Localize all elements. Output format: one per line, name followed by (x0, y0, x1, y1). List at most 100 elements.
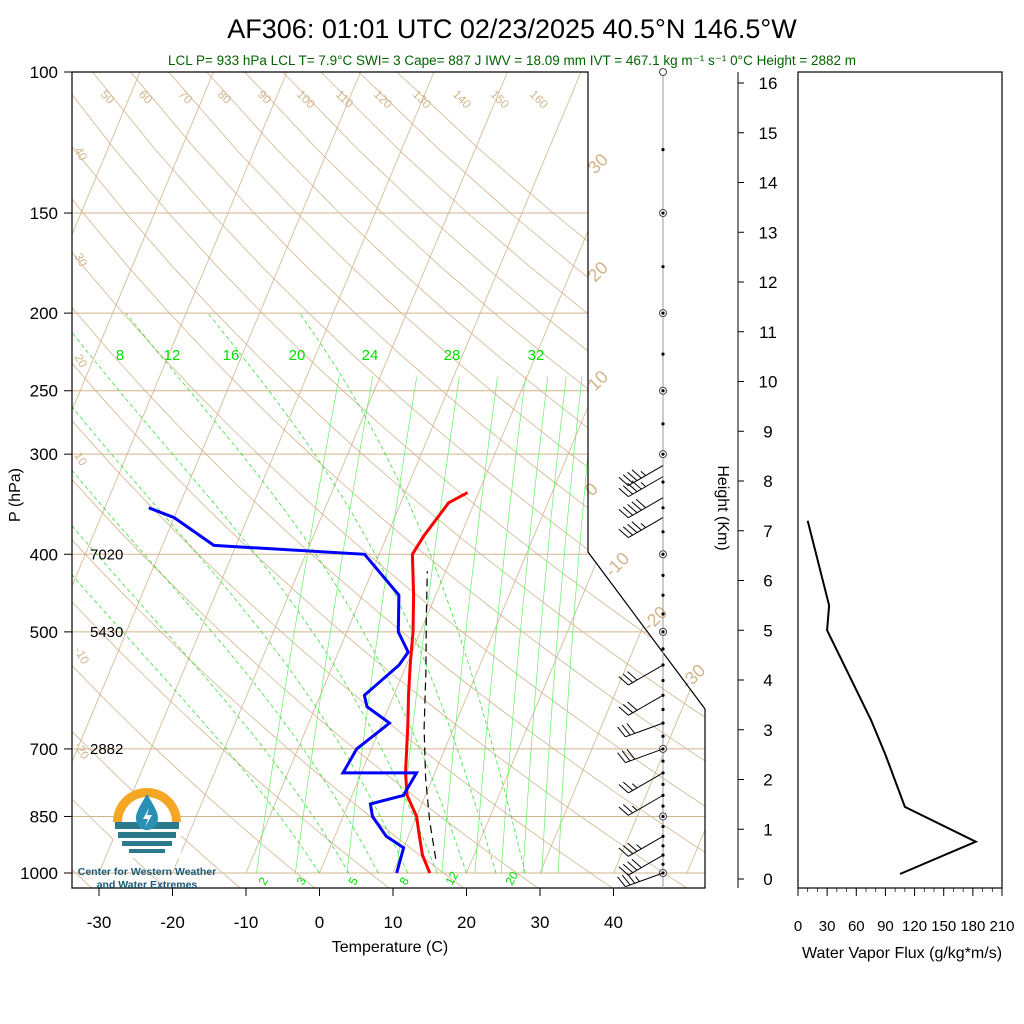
mixing-ratio-label: 20 (289, 347, 306, 364)
isotherm-line (686, 72, 705, 874)
height-annotation: 7020 (90, 546, 123, 563)
moist-adiabat-line (72, 312, 379, 874)
wind-barb (617, 748, 664, 764)
dry-adiabat-line (396, 72, 705, 888)
wind-level-dot (661, 422, 665, 426)
moist-adiabat-line (207, 312, 497, 874)
wind-barb-staff (628, 664, 664, 686)
wind-level-dot (661, 452, 665, 456)
height-tick-label: 9 (763, 422, 772, 441)
dry-adiabat-line (320, 72, 705, 888)
temperature-tick-label: 10 (384, 913, 403, 932)
wind-barb-staff (625, 748, 664, 764)
height-tick-label: 14 (759, 174, 778, 193)
mixing-ratio-line (522, 376, 567, 874)
height-tick-label: 1 (763, 820, 772, 839)
pressure-tick-label: 400 (30, 545, 58, 564)
flux-tick-label: 120 (902, 918, 927, 935)
mixing-ratio-label: 8 (116, 347, 124, 364)
wind-barb-flag (631, 858, 642, 869)
mixing-ratio-label: 16 (223, 347, 240, 364)
wind-barb (618, 664, 664, 686)
flux-frame (797, 71, 1003, 889)
mixing-ratio-label: 12 (164, 347, 181, 364)
temperature-tick-label: 30 (531, 913, 550, 932)
height-tick-label: 13 (759, 223, 778, 242)
pressure-tick-label: 200 (30, 304, 58, 323)
wind-barb-half-flag (640, 523, 647, 528)
chart-title: AF306: 01:01 UTC 02/23/2025 40.5°N 146.5… (227, 14, 797, 44)
wind-barb-flag (627, 471, 638, 481)
dry-adiabat-line (130, 72, 705, 888)
wind-barb-half-flag (636, 844, 642, 850)
flux-tick-label: 210 (989, 918, 1014, 935)
cw3e-logo: Center for Western Weather and Water Ext… (78, 788, 216, 891)
wind-barb-staff (625, 872, 664, 888)
wind-barb-flag (618, 487, 629, 497)
wind-barb-flag (621, 750, 631, 762)
skew-t-frame (71, 71, 706, 889)
isotherm-line (539, 72, 705, 874)
height-tick-label: 3 (763, 721, 772, 740)
height-tick-label: 15 (759, 124, 778, 143)
wind-barb-flag (626, 723, 636, 734)
flux-profile (806, 520, 979, 875)
flux-tick-label: 60 (848, 918, 865, 935)
left-isopleth-label: 40 (71, 145, 90, 164)
left-isopleth-label: 20 (71, 352, 90, 371)
dry-adiabat-line (92, 72, 705, 888)
pressure-tick-label: 250 (30, 382, 58, 401)
wind-barb-flag (617, 752, 626, 763)
mixing-ratio-bottom-label: 3 (293, 874, 309, 887)
flux-tick-label: 90 (877, 918, 894, 935)
dry-adiabat-line (72, 72, 169, 888)
logo-line-1: Center for Western Weather (78, 866, 216, 878)
moist-adiabat-line (72, 312, 350, 874)
wind-barb-flag (617, 726, 626, 738)
height-annotation: 2882 (90, 741, 123, 758)
wind-barb-flag (627, 671, 638, 681)
mixing-ratio-line (396, 376, 460, 874)
wind-barb-flag (631, 469, 642, 479)
temperature-tick-label: -10 (234, 913, 259, 932)
temperature-tick-label: -20 (160, 913, 185, 932)
wind-level-dot (661, 389, 665, 393)
mixing-ratio-bottom-label: 20 (502, 869, 521, 888)
wind-level-dot (661, 630, 665, 634)
wind-level-dot (661, 506, 665, 510)
temperature-tick-label: 40 (604, 913, 623, 932)
dry-adiabat-line (72, 72, 541, 888)
dry-adiabat-line (168, 72, 705, 888)
x-axis-title: Temperature (C) (332, 939, 448, 956)
wind-barb-flag (626, 748, 636, 760)
wind-level-dot (661, 552, 665, 556)
pressure-tick-label: 700 (30, 740, 58, 759)
wind-level-dot (661, 814, 665, 819)
dry-adiabat-line (72, 72, 705, 888)
dry-adiabat-line (72, 72, 318, 888)
dry-adiabat-line (72, 72, 705, 888)
wind-barb-staff (625, 722, 664, 738)
wind-level-dot (661, 678, 665, 683)
wind-level-dot (661, 480, 665, 484)
wind-barb-flag (618, 676, 629, 686)
wind-level-dot (661, 862, 665, 866)
wind-barb-flag (618, 528, 629, 538)
mixing-ratio-bottom-label: 2 (255, 874, 271, 887)
wind-barb-flag (622, 845, 634, 855)
dry-adiabat-label: 80 (215, 87, 235, 107)
isotherm-line (392, 72, 705, 874)
wind-barb-flag (635, 498, 647, 509)
wind-level-dot (661, 734, 665, 738)
wind-barb-flag (627, 701, 638, 711)
wind-barb-flag (627, 503, 638, 514)
wind-level-dot (661, 573, 665, 577)
temperature-tick-label: 0 (315, 913, 324, 932)
pressure-tick-label: 850 (30, 807, 58, 826)
dry-adiabat-line (72, 72, 243, 888)
wind-barb (618, 517, 664, 539)
mixing-ratio-label: 28 (444, 347, 461, 364)
mixing-ratio-line (557, 376, 597, 874)
wind-barb-flag (618, 476, 629, 486)
mixing-ratio-bottom-label: 8 (396, 874, 412, 887)
